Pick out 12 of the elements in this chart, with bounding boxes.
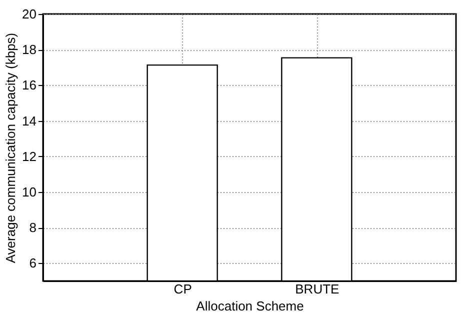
x-axis-title: Allocation Scheme: [196, 298, 304, 314]
y-tick-label: 10: [22, 184, 36, 200]
x-tick-label: BRUTE: [295, 282, 340, 296]
y-tick-label: 18: [22, 42, 36, 58]
y-tick-label: 16: [22, 78, 36, 93]
y-tick-label: 20: [22, 6, 36, 22]
y-axis-title: Average communication capacity (kbps): [3, 32, 18, 264]
y-tick-label: 8: [29, 220, 36, 236]
y-tick-label: 12: [22, 148, 36, 164]
x-tick-label: CP: [174, 282, 192, 296]
y-tick-label: 6: [29, 256, 36, 271]
y-tick-label: 14: [22, 113, 36, 128]
